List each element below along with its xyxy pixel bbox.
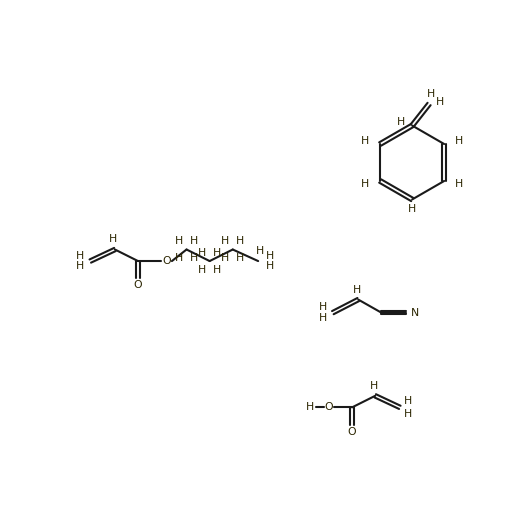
Text: H: H [256, 246, 265, 256]
Text: O: O [325, 402, 333, 412]
Text: H: H [306, 402, 314, 412]
Text: H: H [404, 409, 413, 419]
Text: H: H [109, 235, 118, 244]
Text: H: H [266, 252, 274, 262]
Text: H: H [76, 262, 84, 271]
Text: H: H [436, 97, 444, 108]
Text: H: H [369, 381, 378, 391]
Text: H: H [426, 89, 435, 99]
Text: H: H [404, 396, 413, 406]
Text: H: H [198, 248, 206, 257]
Text: H: H [236, 236, 245, 246]
Text: H: H [397, 118, 405, 127]
Text: H: H [361, 179, 369, 189]
Text: H: H [319, 302, 327, 312]
Text: H: H [213, 248, 221, 257]
Text: H: H [408, 204, 416, 214]
Text: H: H [266, 261, 274, 271]
Text: H: H [190, 236, 198, 246]
Text: H: H [455, 179, 463, 189]
Text: H: H [76, 251, 84, 261]
Text: H: H [190, 253, 198, 263]
Text: O: O [348, 427, 356, 437]
Text: N: N [411, 308, 419, 318]
Text: H: H [361, 136, 369, 146]
Text: H: H [353, 284, 361, 294]
Text: H: H [175, 236, 183, 246]
Text: H: H [198, 265, 206, 275]
Text: H: H [221, 236, 229, 246]
Text: H: H [319, 313, 327, 323]
Text: H: H [221, 253, 229, 263]
Text: O: O [134, 280, 142, 290]
Text: H: H [236, 253, 245, 263]
Text: O: O [162, 256, 171, 266]
Text: H: H [175, 253, 183, 263]
Text: H: H [213, 265, 221, 275]
Text: H: H [455, 136, 463, 146]
